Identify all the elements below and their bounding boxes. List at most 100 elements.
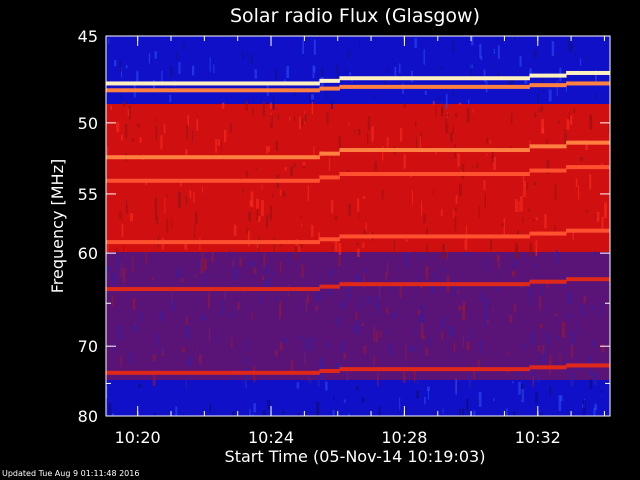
spectrogram-texture [442, 408, 444, 414]
spectrogram-texture [170, 68, 173, 79]
emission-lane [339, 76, 530, 81]
emission-lane [529, 168, 567, 173]
spectrogram-texture [252, 414, 254, 416]
spectrogram-texture [367, 296, 371, 304]
spectrogram-texture [377, 373, 379, 387]
spectrogram-texture [155, 334, 158, 346]
spectrogram-texture [375, 296, 378, 308]
spectrogram-texture [156, 216, 159, 225]
spectrogram-texture [465, 225, 468, 241]
spectrogram-texture [581, 304, 584, 317]
spectrogram-row [106, 92, 610, 97]
spectrogram-texture [497, 72, 500, 80]
spectrogram-texture [516, 246, 519, 259]
spectrogram-row [106, 168, 610, 173]
spectrogram-texture [561, 321, 565, 338]
spectrogram-texture [568, 292, 572, 305]
spectrogram-texture [189, 190, 192, 199]
spectrogram-row [106, 384, 610, 389]
spectrogram-texture [601, 217, 604, 231]
spectrogram-texture [387, 261, 389, 277]
spectrogram-texture [112, 272, 115, 285]
spectrogram-texture [124, 123, 128, 139]
spectrogram-texture [509, 315, 513, 323]
spectrogram-texture [166, 218, 169, 234]
spectrogram-texture [348, 203, 351, 216]
spectrogram-texture [298, 245, 301, 253]
spectrogram-texture [508, 75, 512, 87]
spectrogram-texture [414, 368, 416, 383]
spectrogram-texture [356, 242, 360, 246]
spectrogram-row [106, 104, 610, 109]
spectrogram-texture [234, 269, 238, 280]
spectrogram-texture [546, 280, 549, 289]
spectrogram-texture [191, 130, 194, 143]
spectrogram-texture [590, 306, 594, 311]
spectrogram-texture [125, 199, 127, 208]
spectrogram-texture [185, 195, 188, 205]
spectrogram-texture [107, 146, 109, 155]
spectrogram-texture [245, 383, 247, 389]
spectrogram-texture [402, 371, 406, 384]
spectrogram-texture [422, 335, 425, 340]
spectrogram-texture [501, 223, 504, 227]
emission-lane [319, 151, 340, 156]
spectrogram-texture [297, 412, 300, 416]
spectrogram-texture [454, 208, 457, 212]
spectrogram-texture [459, 407, 461, 416]
spectrogram-row [106, 228, 610, 233]
spectrogram-texture [234, 257, 237, 273]
spectrogram-texture [460, 314, 462, 318]
spectrogram-texture [554, 313, 557, 317]
spectrogram-texture [376, 304, 379, 317]
spectrogram-texture [478, 206, 480, 218]
spectrogram-texture [170, 217, 172, 228]
spectrogram-texture [427, 389, 430, 400]
spectrogram-row [106, 156, 610, 161]
spectrogram-texture [489, 140, 492, 144]
spectrogram-row [106, 180, 610, 185]
spectrogram-texture [256, 241, 260, 248]
spectrogram-texture [242, 51, 244, 59]
spectrogram-texture [441, 315, 444, 329]
spectrogram-row [106, 356, 610, 361]
emission-lane [106, 178, 320, 183]
plot-area [106, 36, 610, 416]
spectrogram-texture [152, 354, 156, 361]
spectrogram-texture [121, 223, 124, 238]
spectrogram-texture [462, 306, 466, 321]
spectrogram-texture [282, 190, 286, 198]
spectrogram-texture [277, 114, 279, 121]
spectrogram-texture [253, 267, 257, 274]
spectrogram-texture [405, 239, 408, 242]
spectrogram-texture [218, 291, 221, 295]
spectrogram-texture [573, 413, 575, 416]
spectrogram-texture [356, 386, 359, 391]
spectrogram-texture [346, 170, 349, 173]
spectrogram-texture [191, 65, 195, 76]
spectrogram-texture [476, 163, 479, 169]
spectrogram-texture [539, 356, 541, 366]
spectrogram-row [106, 324, 610, 329]
emission-lane [319, 284, 340, 289]
spectrogram-texture [591, 340, 594, 348]
spectrogram-texture [248, 211, 252, 221]
spectrogram-texture [493, 156, 496, 171]
spectrogram-texture [446, 250, 448, 261]
emission-lane [339, 367, 530, 372]
spectrogram-texture [347, 49, 350, 59]
spectrogram-texture [367, 115, 371, 130]
spectrogram-texture [578, 185, 580, 200]
spectrogram-row [106, 72, 610, 77]
emission-lane [106, 287, 320, 292]
spectrogram-texture [527, 300, 529, 304]
spectrogram-texture [154, 211, 158, 221]
spectrogram-texture [484, 258, 487, 271]
spectrogram-texture [221, 102, 225, 109]
spectrogram-texture [519, 55, 522, 67]
spectrogram-texture [127, 108, 130, 117]
spectrogram-row [106, 112, 610, 117]
spectrogram-texture [244, 292, 246, 297]
emission-lane [566, 277, 610, 282]
spectrogram-texture [534, 264, 536, 269]
